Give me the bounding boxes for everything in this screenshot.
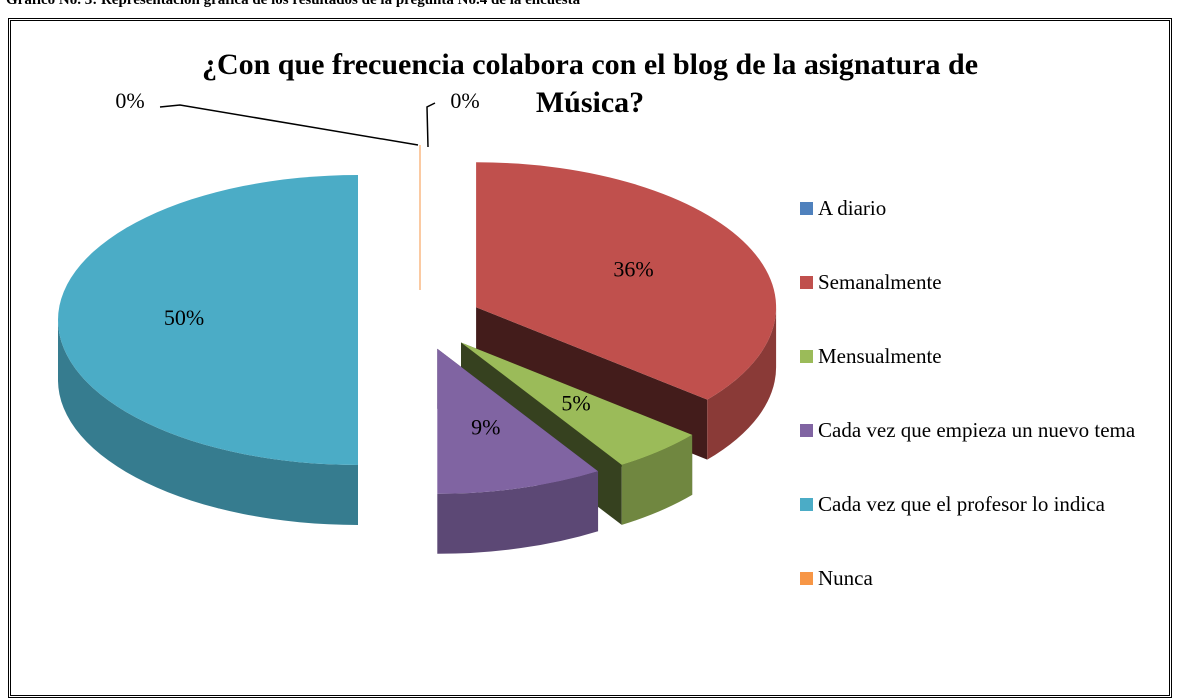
slice-top <box>58 175 358 465</box>
slice-top <box>476 162 777 400</box>
leader-line <box>159 104 419 146</box>
slice <box>437 348 599 554</box>
legend-item: A diario <box>800 195 1140 269</box>
legend: A diario Semanalmente Mensualmente Cada vez… <box>800 195 1140 639</box>
legend-item: Nunca <box>800 565 1140 639</box>
data-label: 50% <box>164 305 204 330</box>
data-label: 9% <box>471 415 500 440</box>
slice-top <box>461 342 693 465</box>
legend-swatch <box>800 276 813 289</box>
header: Gráfico No. 3: Representación gráfica de… <box>6 0 581 8</box>
legend-label: Cada vez que empieza un nuevo tema <box>818 418 1136 442</box>
legend-item: Mensualmente <box>800 343 1140 417</box>
legend-label: Cada vez que el profesor lo indica <box>818 492 1105 516</box>
legend-item: Semanalmente <box>800 269 1140 343</box>
slice <box>58 175 358 525</box>
legend-label: A diario <box>818 196 887 220</box>
legend-swatch <box>800 350 813 363</box>
legend-swatch <box>800 202 813 215</box>
legend-label: Nunca <box>818 566 873 590</box>
legend-label: Mensualmente <box>818 344 942 368</box>
chart-title: ¿Con que frecuencia colabora con el blog… <box>201 48 979 119</box>
data-label: 36% <box>613 256 653 281</box>
slice-wall <box>437 471 599 554</box>
slice-top <box>437 348 599 494</box>
slice-wall <box>58 320 358 525</box>
legend-item: Cada vez que empieza un nuevo tema <box>800 417 1140 491</box>
data-label: 0% <box>115 88 144 113</box>
leader-line <box>426 102 436 148</box>
legend-label: Semanalmente <box>818 270 942 294</box>
slice-wall <box>707 307 777 460</box>
data-label: 5% <box>561 391 590 416</box>
slice-wall <box>621 434 693 525</box>
legend-swatch <box>800 424 813 437</box>
legend-swatch <box>800 572 813 585</box>
legend-swatch <box>800 498 813 511</box>
legend-item: Cada vez que el profesor lo indica <box>800 491 1140 565</box>
data-label: 0% <box>450 88 479 113</box>
